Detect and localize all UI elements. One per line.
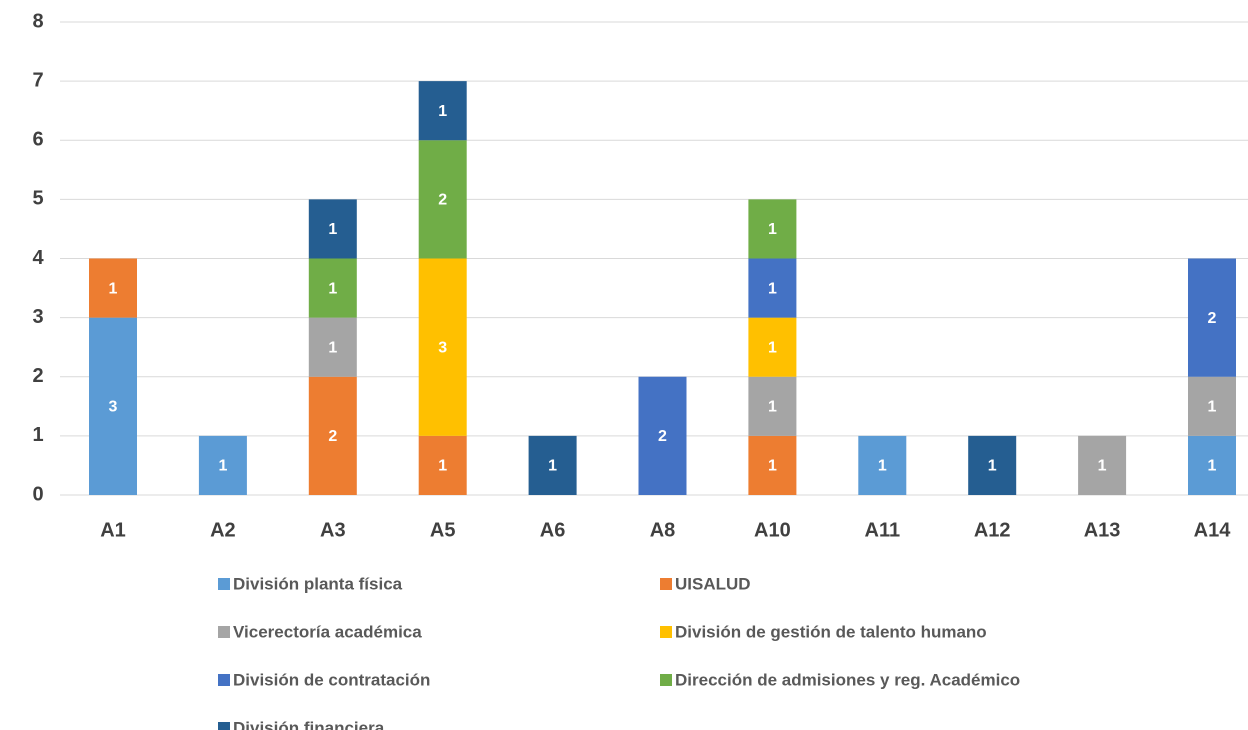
y-tick-label: 6	[32, 129, 43, 151]
data-label: 1	[1098, 458, 1107, 475]
x-tick-label: A13	[1084, 519, 1121, 541]
bar-segment	[968, 435, 1017, 495]
data-label: 1	[328, 280, 337, 297]
data-label: 1	[988, 458, 997, 475]
legend-swatch	[218, 626, 230, 638]
data-label: 2	[328, 428, 337, 445]
bar-segment	[748, 376, 797, 436]
data-label: 2	[438, 192, 447, 209]
data-label: 1	[768, 280, 777, 297]
legend-swatch	[660, 674, 672, 686]
legend-swatch	[660, 626, 672, 638]
data-label: 2	[658, 428, 667, 445]
bar-segment	[748, 317, 797, 377]
x-tick-label: A5	[430, 519, 456, 541]
bar-segment	[418, 140, 467, 259]
legend-label: División de gestión de talento humano	[675, 622, 987, 641]
legend-label: Dirección de admisiones y reg. Académico	[675, 670, 1020, 689]
bar-segment	[748, 435, 797, 495]
bar-segment	[1188, 376, 1236, 436]
y-tick-label: 3	[32, 306, 43, 328]
bar-segment	[1188, 258, 1236, 377]
x-tick-label: A11	[865, 519, 901, 541]
legend-label: División de contratación	[233, 670, 430, 689]
bar-segment	[308, 258, 357, 318]
bar-segment	[638, 376, 687, 495]
x-tick-label: A1	[100, 519, 126, 541]
x-tick-label: A14	[1194, 519, 1232, 541]
x-tick-label: A8	[650, 519, 676, 541]
bar-segment	[308, 199, 357, 259]
data-label: 1	[438, 103, 447, 120]
bar-segment	[1188, 435, 1236, 495]
bar-segment	[89, 258, 137, 318]
bar-segment	[748, 199, 797, 259]
data-label: 1	[328, 339, 337, 356]
bar-segment	[198, 435, 247, 495]
bar-segment	[418, 258, 467, 436]
data-label: 1	[328, 221, 337, 238]
bar-segment	[528, 435, 577, 495]
data-label: 2	[1208, 310, 1217, 327]
bar-segment	[418, 435, 467, 495]
data-label: 1	[878, 458, 887, 475]
y-tick-label: 4	[32, 247, 44, 269]
legend-swatch	[218, 674, 230, 686]
y-tick-label: 0	[32, 483, 43, 505]
legend-label: División financiera	[233, 718, 385, 730]
bar-segment	[1078, 435, 1127, 495]
legend-label: Vicerectoría académica	[233, 622, 422, 641]
data-label: 3	[438, 339, 447, 356]
data-label: 1	[438, 458, 447, 475]
data-label: 1	[768, 339, 777, 356]
bar-segment	[89, 317, 137, 495]
data-label: 1	[1208, 399, 1217, 416]
legend-label: División planta física	[233, 574, 403, 593]
legend-swatch	[218, 722, 230, 730]
data-label: 1	[1208, 458, 1217, 475]
bar-segment	[748, 258, 797, 318]
y-tick-label: 1	[32, 424, 43, 446]
y-tick-label: 7	[32, 69, 43, 91]
bar-segment	[858, 435, 907, 495]
legend-swatch	[218, 578, 230, 590]
y-tick-label: 5	[32, 188, 43, 210]
legend-label: UISALUD	[675, 574, 751, 593]
x-tick-label: A10	[754, 519, 791, 541]
data-label: 1	[768, 221, 777, 238]
x-tick-label: A12	[974, 519, 1011, 541]
x-tick-label: A2	[210, 519, 236, 541]
data-label: 1	[109, 280, 118, 297]
y-tick-label: 8	[32, 10, 43, 32]
data-label: 1	[768, 458, 777, 475]
bar-segment	[418, 81, 467, 141]
data-label: 1	[548, 458, 557, 475]
x-tick-label: A6	[540, 519, 566, 541]
data-label: 3	[109, 399, 118, 416]
data-label: 1	[768, 399, 777, 416]
legend-swatch	[660, 578, 672, 590]
y-tick-label: 2	[32, 365, 43, 387]
data-label: 1	[218, 458, 227, 475]
bar-segment	[308, 317, 357, 377]
bar-segment	[308, 376, 357, 495]
x-tick-label: A3	[320, 519, 346, 541]
